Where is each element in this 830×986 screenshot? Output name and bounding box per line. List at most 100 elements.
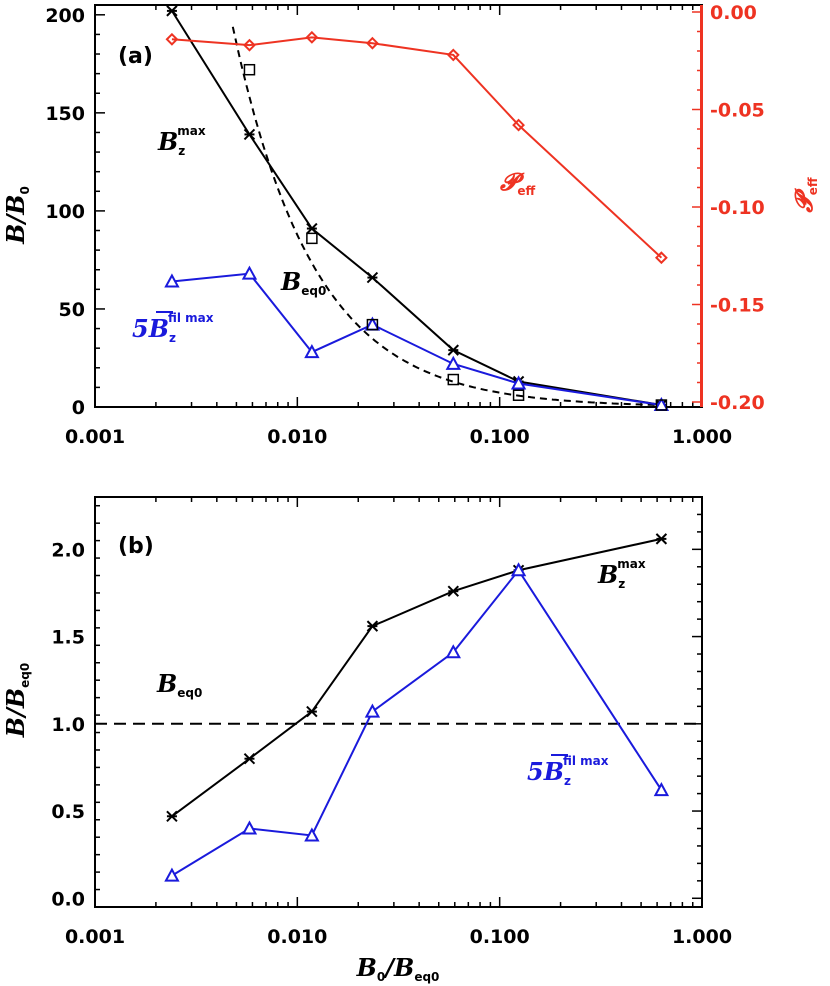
pa-ytick-label: 200 — [45, 5, 85, 27]
a-series-2-point — [655, 399, 668, 411]
panel-a-y2-axis-label: 𝓟eff — [789, 177, 820, 212]
b-series-1-point-shape — [304, 827, 320, 842]
panel-a-ylabel-main: B/B — [1, 195, 30, 245]
a-series-1-point — [510, 375, 527, 390]
b-series-1-point — [304, 827, 320, 842]
a-series-3-point — [512, 118, 525, 132]
b-series-1-point-shape — [445, 644, 461, 659]
a-series-3-point — [446, 48, 460, 62]
a-series-3-point — [165, 32, 179, 46]
a-series-2-point-shape — [655, 399, 668, 411]
panel-b-label: (b) — [118, 534, 154, 559]
b-series-0-point — [447, 585, 460, 597]
a-series-2-point-shape — [306, 232, 318, 245]
label-beq0-a: Beq0 — [280, 267, 326, 298]
label-5bzfil-b: 5Bzfil max — [527, 754, 609, 788]
a-series-1-point-shape — [445, 355, 461, 370]
b-series-0-point — [655, 533, 668, 545]
a-series-0-point — [306, 222, 318, 235]
a-series-3-point-shape — [165, 32, 179, 46]
pb-xtick-label: 0.001 — [65, 926, 125, 948]
b-series-1-point-shape — [364, 703, 381, 718]
a-series-1-point — [164, 273, 180, 288]
a-series-2-point — [243, 63, 256, 76]
a-series-0-point — [243, 128, 256, 141]
pa-y2tick-label: -0.15 — [710, 295, 765, 317]
pa-y2tick-label: 0.00 — [710, 2, 757, 24]
b-series-0-point — [366, 620, 379, 632]
a-series-1-point-shape — [304, 344, 320, 359]
pb-xtick-label: 0.100 — [470, 926, 530, 948]
panel-b-x-axis-label: B0/Beq0 — [356, 953, 440, 984]
pa-ytick-label: 100 — [45, 201, 85, 223]
beq0-curve-a — [231, 26, 671, 407]
panel-a-y-axis-label: B/B0 — [1, 186, 32, 245]
pa-xtick-label: 0.100 — [470, 426, 530, 448]
b-series-1-point — [241, 820, 258, 835]
a-series-0-point — [366, 271, 379, 284]
panel-a-ylabel-sub: 0 — [18, 186, 32, 194]
b-series-1-point-shape — [164, 867, 180, 882]
a-series-2-point — [512, 389, 525, 401]
pb-ytick-label: 0.5 — [51, 801, 85, 823]
a-series-3-point-shape — [305, 30, 319, 44]
label-beq0-b: Beq0 — [156, 669, 202, 700]
a-series-3-point-shape — [512, 118, 525, 132]
b-series-1-point-shape — [510, 562, 527, 577]
panel-b-y-axis-label: B/Beq0 — [1, 663, 32, 738]
a-series-2-point — [447, 373, 460, 386]
a-series-1-point-shape — [510, 375, 527, 390]
b-series-0-point — [243, 752, 256, 765]
svg-text:𝓟eff: 𝓟eff — [789, 177, 820, 212]
a-series-2-point-shape — [243, 63, 256, 76]
pb-ytick-label: 2.0 — [51, 539, 85, 561]
label-bzmax-b: Bzmax — [597, 557, 646, 591]
b-series-1-point — [364, 703, 381, 718]
a-series-1-point-shape — [241, 265, 258, 280]
panel-a-right-axis — [700, 5, 703, 407]
a-series-2-point-shape — [512, 389, 525, 401]
b-series-0-point — [166, 810, 178, 822]
label-5bzfil-a: 5Bzfil max — [132, 311, 214, 345]
plot-marks: 0.001 0.010 0.100 1.000 0 50 100 150 200 0.00 -0.0… — [45, 2, 764, 948]
a-series-2-point — [366, 318, 379, 331]
a-series-1-point — [445, 355, 461, 370]
pb-ytick-label: 1.5 — [51, 627, 85, 649]
pa-ytick-label: 50 — [59, 299, 85, 321]
panel-b-ylabel-sub: eq0 — [18, 663, 32, 688]
svg-text:B/Beq0: B/Beq0 — [1, 663, 32, 738]
pa-xtick-label: 0.010 — [267, 426, 327, 448]
pb-ytick-label: 0.0 — [51, 888, 85, 910]
a-series-1-point-shape — [164, 273, 180, 288]
b-series-0-point — [306, 705, 318, 718]
panel-a-label: (a) — [118, 44, 153, 69]
a-series-line-1 — [171, 272, 662, 407]
a-series-2-point-shape — [366, 318, 379, 331]
pa-xtick-label: 0.001 — [65, 426, 125, 448]
a-series-3-point — [305, 30, 319, 44]
a-series-3-point-shape — [243, 38, 256, 52]
a-series-line-3 — [171, 36, 663, 259]
panel-b-ylabel-main: B/B — [1, 688, 30, 738]
pb-xtick-label: 1.000 — [672, 926, 732, 948]
pb-xtick-label: 0.010 — [267, 926, 327, 948]
a-series-3-point-shape — [446, 48, 460, 62]
pa-xtick-label: 1.000 — [672, 426, 732, 448]
pa-y2tick-label: -0.05 — [710, 100, 765, 122]
panel-a-frame — [94, 4, 703, 408]
b-series-1-point-shape — [241, 820, 258, 835]
b-series-1-point — [653, 782, 670, 797]
svg-text:B/B0: B/B0 — [1, 186, 32, 245]
a-series-2-point-shape — [447, 373, 460, 386]
a-series-3-point-shape — [654, 251, 668, 265]
a-series-2-point — [306, 232, 318, 245]
label-bzmax-a: Bzmax — [157, 124, 206, 158]
a-series-3-point — [365, 36, 379, 50]
a-series-0-point — [166, 5, 178, 17]
pa-ytick-label: 0 — [72, 397, 85, 419]
b-series-1-point-shape — [653, 782, 670, 797]
panel-a: (a) B/B0 𝓟eff Bzmax Beq0 5Bzfil max 𝓟eff — [1, 4, 820, 408]
a-series-3-point — [654, 251, 668, 265]
b-series-1-point — [164, 867, 180, 882]
